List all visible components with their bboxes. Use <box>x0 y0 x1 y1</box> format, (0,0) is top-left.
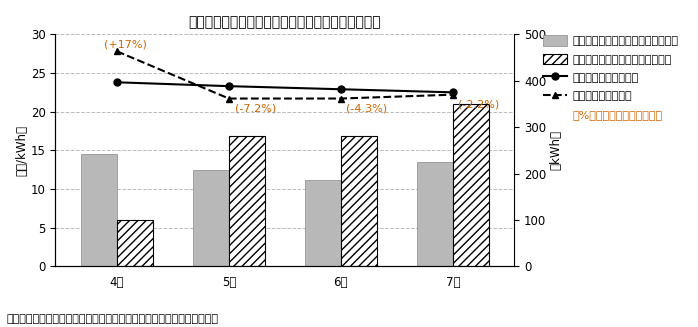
Bar <box>417 162 453 267</box>
Bar <box>117 220 153 267</box>
Text: (+17%): (+17%) <box>103 39 147 49</box>
Y-axis label: （円/kWh）: （円/kWh） <box>15 125 28 176</box>
Bar <box>193 170 229 267</box>
Bar <box>81 154 117 267</box>
Bar <box>305 180 341 267</box>
Legend: 電力会社の一口当たりの販売電力量, 新電力の一口当たりの販売電力量, 電力会社の電力量単価, 新電力の電力量単価, （%）は電力量単価の抑制率: 電力会社の一口当たりの販売電力量, 新電力の一口当たりの販売電力量, 電力会社の… <box>543 35 679 120</box>
Text: 〈出所〉電力・ガス取引監視等委員会「電力取引報」から大和総研作成: 〈出所〉電力・ガス取引監視等委員会「電力取引報」から大和総研作成 <box>7 314 219 324</box>
Title: 図表　電力量単価と一口当たりの販売電力量の推移: 図表 電力量単価と一口当たりの販売電力量の推移 <box>188 15 381 29</box>
Text: (-4.3%): (-4.3%) <box>346 104 387 113</box>
Bar <box>341 136 377 267</box>
Text: (-2.2%): (-2.2%) <box>459 100 500 110</box>
Y-axis label: （kWh）: （kWh） <box>549 130 562 170</box>
Text: (-7.2%): (-7.2%) <box>235 104 276 113</box>
Bar <box>229 136 265 267</box>
Bar <box>453 104 489 267</box>
